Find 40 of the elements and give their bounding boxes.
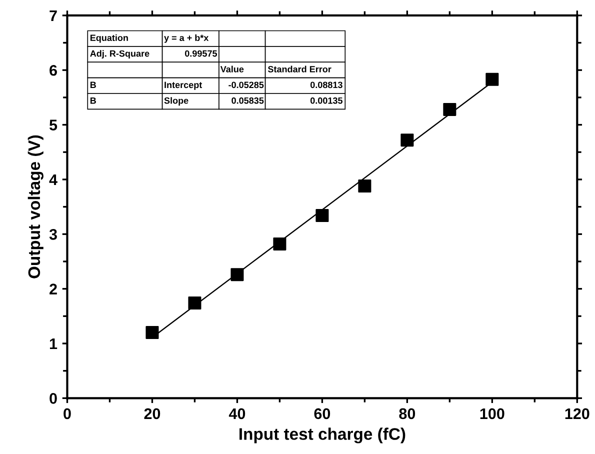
y-tick-label: 7 bbox=[50, 10, 57, 21]
x-tick-label: 60 bbox=[314, 408, 330, 420]
y-tick-label: 0 bbox=[50, 393, 57, 404]
y-tick-label: 3 bbox=[49, 229, 57, 240]
point bbox=[188, 296, 202, 310]
y-tick-label: 5 bbox=[49, 120, 58, 130]
annotation: -0.05285 bbox=[228, 82, 264, 88]
point bbox=[230, 268, 244, 282]
annotation: 0.05835 bbox=[232, 97, 264, 104]
annotation: 0.00135 bbox=[310, 97, 342, 104]
x-tick-label: 40 bbox=[228, 408, 246, 420]
annotation: Intercept bbox=[164, 82, 202, 90]
x-tick-label: 0 bbox=[64, 408, 71, 420]
x-tick-label: 100 bbox=[480, 408, 504, 420]
annotation: B bbox=[90, 97, 96, 104]
point bbox=[358, 180, 372, 193]
point bbox=[443, 102, 456, 116]
y-tick-label: 4 bbox=[49, 174, 58, 185]
point bbox=[400, 134, 414, 147]
y-tick-label: 2 bbox=[50, 284, 57, 294]
annotation: Slope bbox=[164, 97, 188, 106]
annotation: 0.99575 bbox=[184, 50, 218, 57]
x-tick-label: 120 bbox=[565, 408, 590, 420]
point bbox=[486, 72, 499, 86]
annotation: Equation bbox=[90, 34, 128, 43]
y-axis-title: Output voltage (V) bbox=[28, 135, 44, 278]
x-tick-label: 80 bbox=[399, 408, 416, 420]
annotation: B bbox=[90, 82, 96, 88]
annotation: Adj. R-Square bbox=[90, 50, 150, 58]
point bbox=[146, 326, 159, 340]
annotation: Standard Error bbox=[268, 66, 332, 72]
point bbox=[273, 237, 286, 250]
x-axis-title: Input test charge (fC) bbox=[240, 428, 406, 444]
y-tick-label: 6 bbox=[50, 64, 57, 76]
annotation: y = a + b*x bbox=[164, 34, 209, 43]
y-tick-label: 1 bbox=[50, 338, 58, 350]
x-tick-label: 20 bbox=[144, 408, 160, 420]
annotation: Value bbox=[220, 66, 244, 72]
annotation: 0.08813 bbox=[310, 82, 342, 88]
point bbox=[316, 209, 329, 222]
